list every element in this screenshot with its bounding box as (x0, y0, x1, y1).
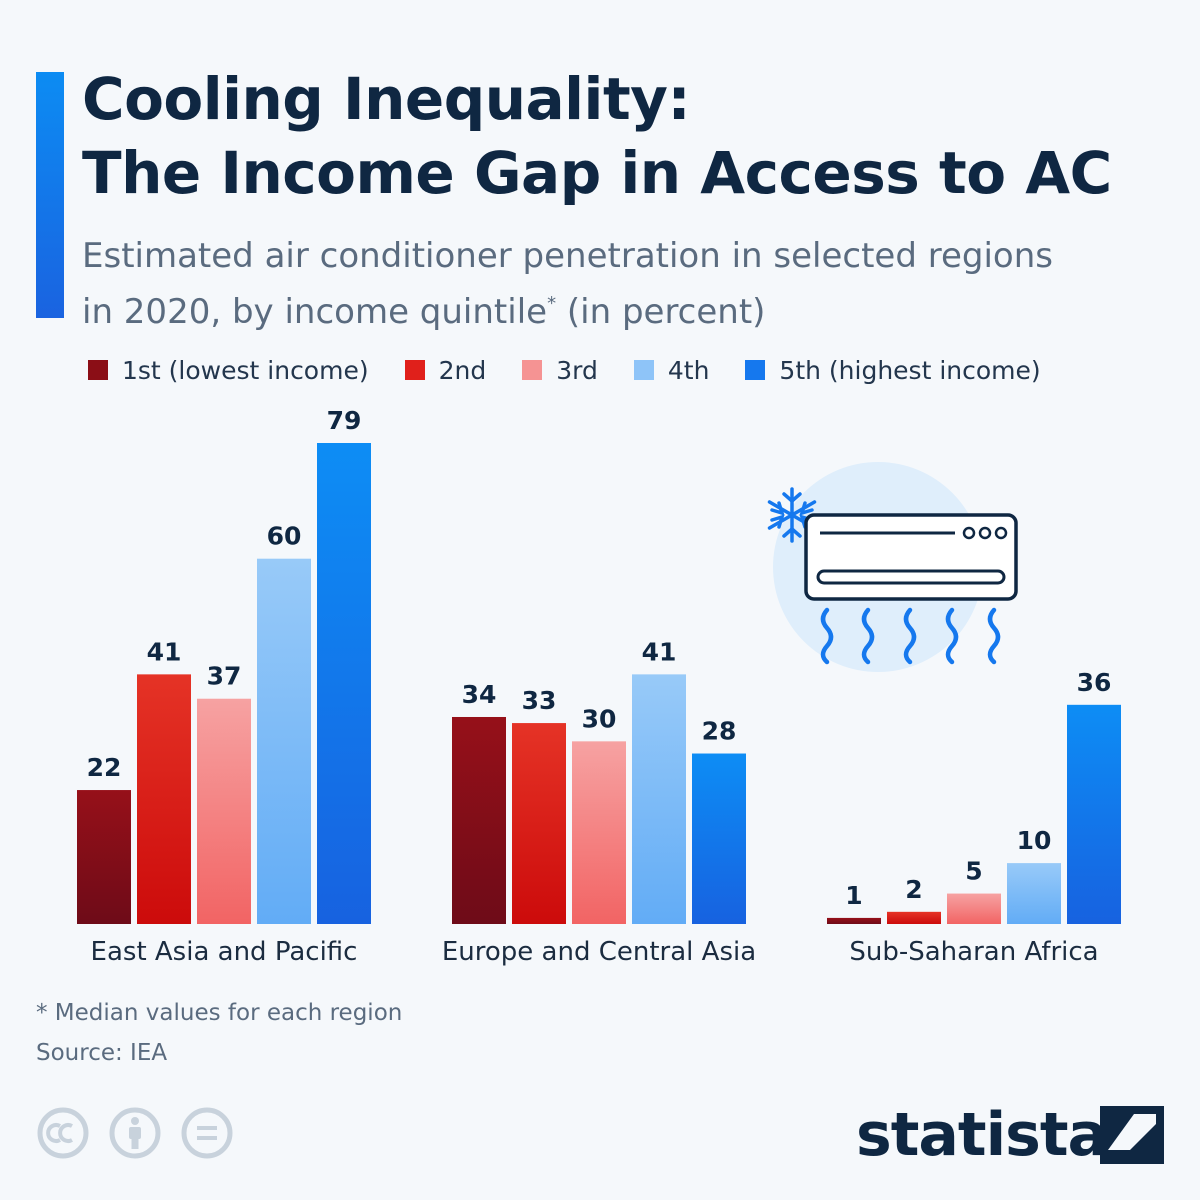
source: Source: IEA (36, 1040, 168, 1066)
value-label-3-q4: 10 (1017, 826, 1052, 855)
labels-layer: 22 41 37 60 79 34 33 30 41 28 1 2 5 10 36 (87, 406, 1112, 910)
subtitle-line-2b: (in percent) (556, 292, 766, 332)
legend-label: 2nd (438, 355, 487, 385)
page-title: Cooling Inequality: The Income Gap in Ac… (82, 62, 1182, 210)
title-line-2: The Income Gap in Access to AC (82, 139, 1112, 207)
subtitle-line-1: Estimated air conditioner penetration in… (82, 236, 1053, 276)
value-label-2-q1: 34 (462, 680, 497, 709)
bar-chart: 22 41 37 60 79 34 33 30 41 28 1 2 5 10 36 East Asia an… (77, 406, 1121, 967)
subtitle: Estimated air conditioner penetration in… (82, 232, 1182, 336)
bar-2-q2 (512, 723, 566, 924)
bar-1-q1 (77, 790, 131, 924)
bar-3-q2 (887, 911, 941, 924)
cc-icon (37, 1107, 89, 1159)
bar-3-q1 (827, 917, 881, 924)
category-label-2: Europe and Central Asia (442, 937, 756, 967)
category-label-3: Sub-Saharan Africa (849, 937, 1098, 967)
legend-item-q1: 1st (lowest income) (88, 356, 369, 385)
bar-2-q1 (452, 716, 506, 924)
subtitle-asterisk: * (547, 293, 557, 314)
legend: 1st (lowest income) 2nd 3rd 4th 5th (highest… (88, 352, 1041, 388)
value-label-3-q3: 5 (965, 857, 982, 886)
air-conditioner-illustration (767, 462, 1018, 672)
value-label-3-q1: 1 (845, 881, 862, 910)
statista-logo-icon (1100, 1106, 1164, 1164)
legend-item-q2: 2nd (404, 355, 487, 385)
value-label-1-q2: 41 (147, 637, 182, 666)
bar-1-q5 (317, 443, 371, 924)
footnote: * Median values for each region (36, 1000, 403, 1026)
bar-3-q3 (947, 893, 1001, 924)
value-label-1-q3: 37 (207, 662, 242, 691)
subtitle-line-2a: in 2020, by income quintile (82, 292, 548, 332)
no-derivatives-icon (181, 1107, 233, 1159)
legend-swatch (404, 360, 425, 380)
value-label-1-q1: 22 (87, 753, 122, 782)
legend-label: 4th (667, 355, 710, 385)
bar-3-q5 (1067, 704, 1121, 924)
category-label-1: East Asia and Pacific (91, 937, 358, 967)
license-icons (36, 1106, 252, 1160)
legend-label: 3rd (556, 355, 598, 385)
value-label-3-q2: 2 (905, 875, 922, 904)
bar-1-q4 (257, 558, 311, 924)
category-labels: East Asia and Pacific Europe and Central … (91, 937, 1099, 967)
bar-3-q4 (1007, 863, 1061, 924)
bar-2-q5 (692, 753, 746, 924)
legend-item-q3: 3rd (522, 356, 598, 385)
legend-item-q5: 5th (highest income) (745, 355, 1041, 385)
title-line-1: Cooling Inequality: (82, 65, 691, 133)
value-label-2-q3: 30 (582, 704, 617, 733)
statista-wordmark: statista (856, 1100, 1108, 1170)
legend-swatch (522, 360, 543, 380)
bar-1-q2 (137, 674, 191, 924)
value-label-2-q4: 41 (642, 637, 677, 666)
bar-1-q3 (197, 698, 251, 924)
value-label-1-q4: 60 (267, 522, 302, 551)
legend-label: 5th (highest income) (779, 355, 1041, 385)
value-label-3-q5: 36 (1077, 668, 1112, 697)
value-label-1-q5: 79 (327, 406, 362, 435)
value-label-2-q2: 33 (522, 686, 557, 715)
legend-label: 1st (lowest income) (122, 355, 369, 385)
value-label-2-q5: 28 (702, 717, 737, 746)
bar-2-q4 (632, 674, 686, 924)
attribution-icon (109, 1107, 161, 1159)
legend-item-q4: 4th (633, 355, 710, 385)
subtitle-line-2: in 2020, by income quintile* (in percent… (82, 280, 1182, 336)
bar-2-q3 (572, 741, 626, 924)
bars-layer (77, 443, 1121, 924)
legend-swatch (745, 360, 766, 380)
legend-swatch (88, 360, 108, 380)
accent-bar (36, 72, 64, 318)
air-conditioner-icon (804, 513, 1018, 665)
legend-swatch (633, 360, 654, 380)
